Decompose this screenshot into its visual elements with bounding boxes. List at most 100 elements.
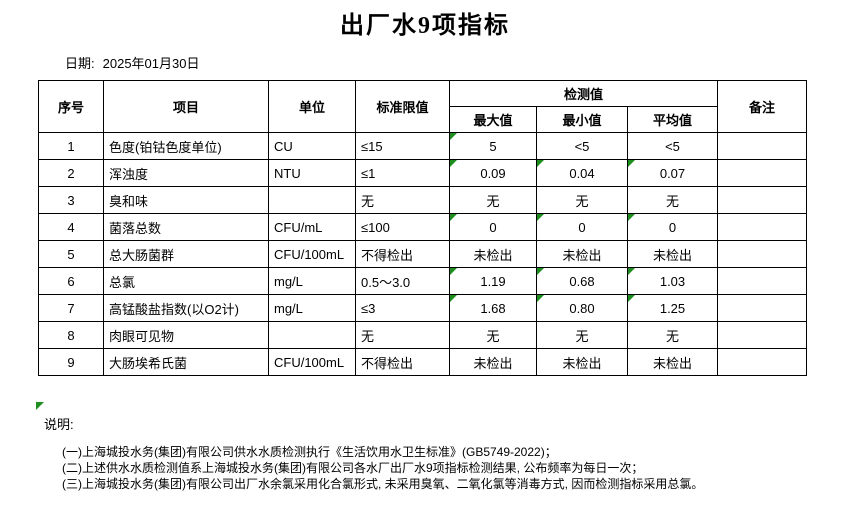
cell-limit: ≤100 <box>355 213 450 241</box>
cell-max-value: 未检出 <box>449 348 537 376</box>
col-header-remark: 备注 <box>717 80 807 133</box>
cell-item: 菌落总数 <box>103 213 269 241</box>
number-as-text-flag-icon <box>450 295 457 302</box>
col-header-limit: 标准限值 <box>355 80 450 133</box>
cell-serial: 2 <box>38 159 104 187</box>
table-row: 3 臭和味 无 无 无 无 <box>38 186 807 214</box>
date-value: 2025年01月30日 <box>102 56 200 71</box>
table-row: 9 大肠埃希氏菌 CFU/100mL 不得检出 未检出 未检出 未检出 <box>38 348 807 376</box>
cell-limit: 无 <box>355 321 450 349</box>
cell-limit: 不得检出 <box>355 348 450 376</box>
col-header-max: 最大值 <box>449 106 537 133</box>
header-row-top: 序号 项目 单位 标准限值 检测值 备注 <box>38 80 807 133</box>
cell-serial: 4 <box>38 213 104 241</box>
cell-remark <box>717 267 807 295</box>
cell-limit: ≤3 <box>355 294 450 322</box>
cell-limit: ≤15 <box>355 132 450 160</box>
page-title: 出厂水9项指标 <box>340 13 510 39</box>
cell-limit: 不得检出 <box>355 240 450 268</box>
cell-max-value: 无 <box>449 321 537 349</box>
cell-serial: 1 <box>38 132 104 160</box>
cell-unit <box>268 186 356 214</box>
number-as-text-flag-icon <box>628 214 635 221</box>
number-as-text-flag-icon <box>450 268 457 275</box>
cell-min-value: 未检出 <box>536 240 628 268</box>
water-quality-table: 序号 项目 单位 标准限值 检测值 备注 最大值 最小值 平均值 1 色度(铂钴… <box>38 80 807 376</box>
number-as-text-flag-icon <box>450 160 457 167</box>
notes-block: (一)上海城投水务(集团)有限公司供水水质检测执行《生活饮用水卫生标准》(GB5… <box>62 444 703 492</box>
note-line: (三)上海城投水务(集团)有限公司出厂水余氯采用化合氯形式, 未采用臭氧、二氧化… <box>62 477 704 491</box>
cell-max-value: 无 <box>449 186 537 214</box>
table-row: 1 色度(铂钴色度单位) CU ≤15 5 <5 <5 <box>38 132 807 160</box>
cell-remark <box>717 321 807 349</box>
cell-min-value: 0.80 <box>536 294 628 322</box>
notes-label: 说明: <box>44 417 74 432</box>
cell-serial: 5 <box>38 240 104 268</box>
cell-item: 总大肠菌群 <box>103 240 269 268</box>
cell-max-value: 未检出 <box>449 240 537 268</box>
number-as-text-flag-icon <box>450 214 457 221</box>
cell-min-value: 无 <box>536 321 628 349</box>
cell-min-value: 无 <box>536 186 628 214</box>
note-line: (二)上述供水水质检测值系上海城投水务(集团)有限公司各水厂出厂水9项指标检测结… <box>62 461 644 475</box>
cell-min-value: 未检出 <box>536 348 628 376</box>
cell-avg-value: 0.07 <box>627 159 718 187</box>
cell-max-value: 5 <box>449 132 537 160</box>
cell-remark <box>717 159 807 187</box>
cell-unit: mg/L <box>268 294 356 322</box>
cell-unit: mg/L <box>268 267 356 295</box>
number-as-text-flag-icon <box>628 295 635 302</box>
table-row: 8 肉眼可见物 无 无 无 无 <box>38 321 807 349</box>
col-header-unit: 单位 <box>268 80 356 133</box>
cell-avg-value: 无 <box>627 321 718 349</box>
cell-avg-value: 1.25 <box>627 294 718 322</box>
cell-min-value: <5 <box>536 132 628 160</box>
cell-remark <box>717 132 807 160</box>
cell-unit: CU <box>268 132 356 160</box>
cell-item: 肉眼可见物 <box>103 321 269 349</box>
cell-item: 高锰酸盐指数(以O2计) <box>103 294 269 322</box>
report-date: 日期: 2025年01月30日 <box>65 53 199 72</box>
number-as-text-flag-icon <box>450 133 457 140</box>
table-row: 2 浑浊度 NTU ≤1 0.09 0.04 0.07 <box>38 159 807 187</box>
cell-avg-value: <5 <box>627 132 718 160</box>
note-line: (一)上海城投水务(集团)有限公司供水水质检测执行《生活饮用水卫生标准》(GB5… <box>62 445 557 459</box>
table-row: 5 总大肠菌群 CFU/100mL 不得检出 未检出 未检出 未检出 <box>38 240 807 268</box>
number-as-text-flag-icon <box>537 295 544 302</box>
table-row: 7 高锰酸盐指数(以O2计) mg/L ≤3 1.68 0.80 1.25 <box>38 294 807 322</box>
cell-remark <box>717 348 807 376</box>
cell-remark <box>717 240 807 268</box>
number-as-text-flag-icon <box>628 268 635 275</box>
cell-serial: 6 <box>38 267 104 295</box>
cell-max-value: 0 <box>449 213 537 241</box>
cell-limit: ≤1 <box>355 159 450 187</box>
cell-item: 臭和味 <box>103 186 269 214</box>
cell-item: 总氯 <box>103 267 269 295</box>
cell-unit <box>268 321 356 349</box>
table-row: 4 菌落总数 CFU/mL ≤100 0 0 0 <box>38 213 807 241</box>
cell-unit: CFU/mL <box>268 213 356 241</box>
cell-min-value: 0 <box>536 213 628 241</box>
cell-unit: CFU/100mL <box>268 240 356 268</box>
cell-min-value: 0.04 <box>536 159 628 187</box>
cell-limit: 0.5～3.0 <box>355 267 450 295</box>
cell-serial: 3 <box>38 186 104 214</box>
cell-serial: 8 <box>38 321 104 349</box>
number-as-text-flag-icon <box>537 268 544 275</box>
date-label: 日期: <box>65 56 95 71</box>
cell-unit: NTU <box>268 159 356 187</box>
cell-avg-value: 无 <box>627 186 718 214</box>
cell-remark <box>717 294 807 322</box>
cell-item: 浑浊度 <box>103 159 269 187</box>
cell-max-value: 0.09 <box>449 159 537 187</box>
cell-item: 大肠埃希氏菌 <box>103 348 269 376</box>
header-row-sub: 最大值 最小值 平均值 <box>39 106 807 133</box>
number-as-text-flag-icon <box>537 214 544 221</box>
number-as-text-flag-icon <box>628 160 635 167</box>
cell-item: 色度(铂钴色度单位) <box>103 132 269 160</box>
col-header-avg: 平均值 <box>627 106 718 133</box>
col-header-detection: 检测值 <box>449 80 718 107</box>
stray-flag-icon <box>36 402 44 410</box>
cell-avg-value: 未检出 <box>627 348 718 376</box>
cell-max-value: 1.19 <box>449 267 537 295</box>
